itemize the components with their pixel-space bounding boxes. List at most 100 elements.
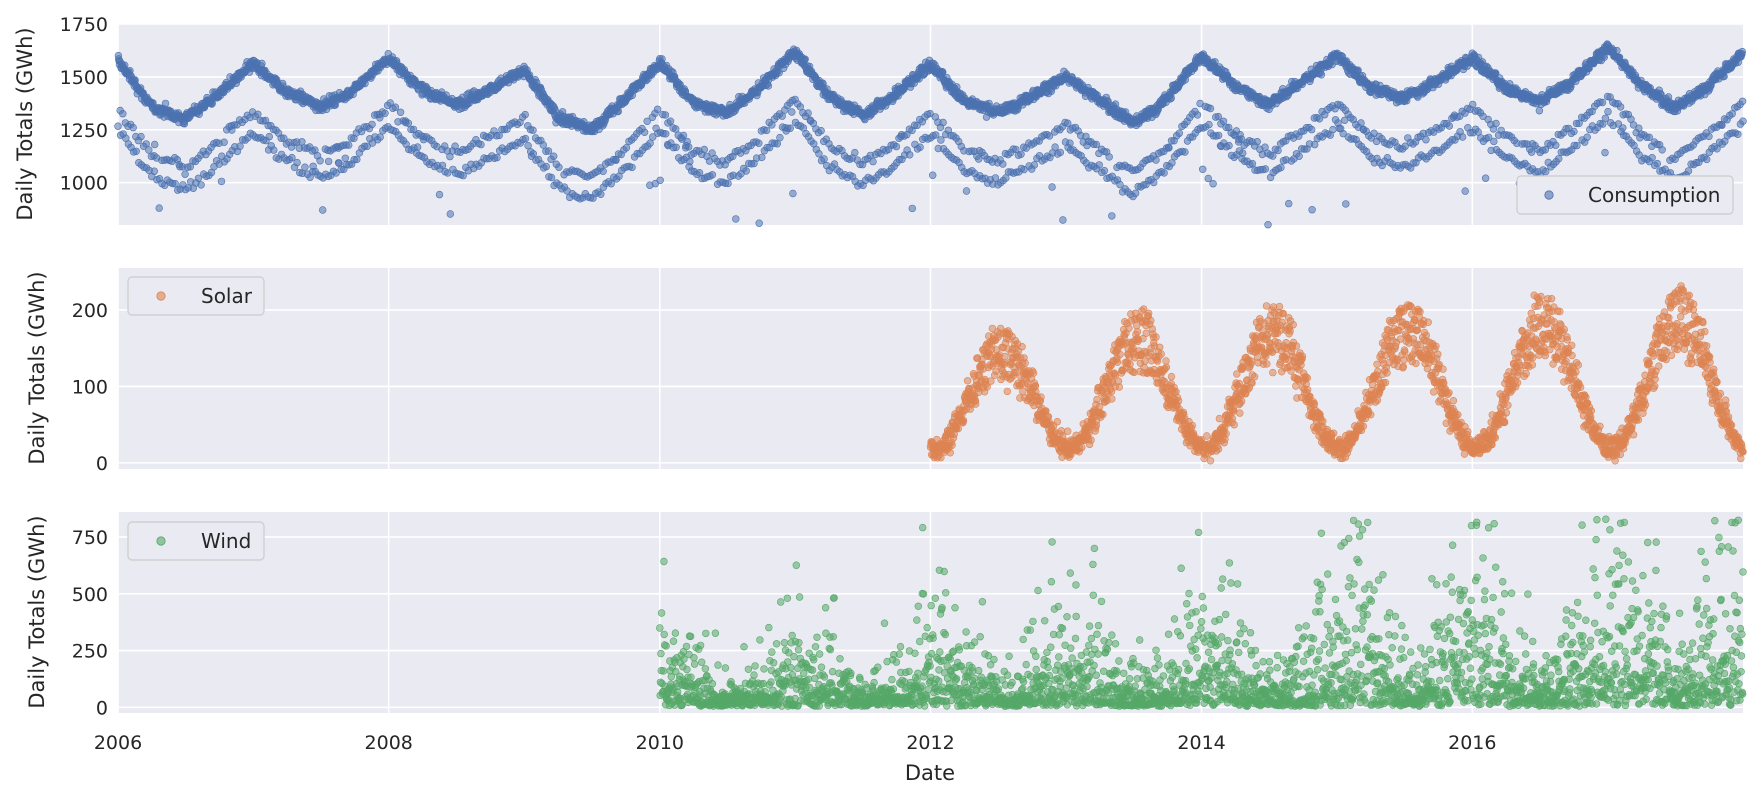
- data-point: [666, 117, 675, 125]
- data-point: [1059, 216, 1067, 224]
- data-point: [181, 170, 189, 178]
- data-point: [948, 441, 956, 449]
- y-tick-label-1000: 1000: [60, 173, 108, 195]
- data-point: [1108, 212, 1116, 220]
- data-point: [1317, 71, 1326, 79]
- data-point: [435, 190, 444, 199]
- data-point: [1307, 125, 1316, 134]
- data-point: [319, 206, 327, 214]
- data-point: [1048, 183, 1056, 191]
- data-point: [1214, 131, 1223, 140]
- data-point: [1248, 159, 1257, 168]
- data-point: [869, 157, 877, 166]
- data-point: [404, 119, 413, 127]
- data-point: [151, 140, 159, 149]
- data-point: [1099, 410, 1107, 419]
- data-point: [1718, 121, 1726, 130]
- y-tick-label-1250: 1250: [60, 120, 108, 142]
- data-point: [539, 141, 547, 149]
- data-point: [1003, 387, 1011, 396]
- data-point: [762, 126, 771, 135]
- data-point: [114, 122, 122, 130]
- data-point: [708, 171, 717, 179]
- data-point: [521, 110, 529, 119]
- data-point: [1017, 150, 1025, 159]
- data-point: [555, 163, 563, 171]
- data-point: [301, 163, 309, 171]
- data-point: [1277, 163, 1285, 172]
- data-point: [1573, 141, 1581, 150]
- data-point: [368, 120, 376, 129]
- data-point: [1734, 130, 1742, 139]
- data-point: [1037, 393, 1045, 401]
- data-point: [1739, 117, 1747, 125]
- data-point: [529, 150, 537, 158]
- data-point: [786, 124, 794, 132]
- data-point: [155, 204, 163, 212]
- data-point: [493, 153, 501, 162]
- y-tick-label-1750: 1750: [60, 14, 108, 36]
- data-point: [1167, 94, 1175, 103]
- data-point: [646, 139, 654, 147]
- data-point: [1021, 359, 1029, 367]
- data-point: [1087, 436, 1095, 444]
- data-point: [376, 133, 384, 141]
- data-point: [197, 181, 205, 189]
- data-point: [194, 174, 203, 183]
- data-point: [776, 133, 784, 142]
- data-point: [661, 130, 670, 138]
- data-point: [599, 167, 607, 176]
- data-point: [700, 145, 708, 154]
- data-point: [1598, 98, 1607, 107]
- data-point: [529, 126, 537, 134]
- data-point: [254, 110, 262, 119]
- data-point: [316, 157, 324, 165]
- data-point: [788, 108, 796, 116]
- data-point: [1551, 141, 1560, 149]
- data-point: [391, 103, 400, 111]
- data-point: [1648, 154, 1656, 162]
- data-point: [161, 99, 170, 108]
- data-point: [987, 377, 995, 385]
- data-point: [265, 132, 273, 141]
- data-point: [764, 82, 773, 90]
- data-point: [614, 107, 622, 116]
- data-point: [119, 109, 127, 118]
- data-point: [1001, 352, 1009, 361]
- data-point: [815, 150, 823, 158]
- data-point: [1238, 149, 1247, 157]
- data-point: [755, 219, 763, 227]
- data-point: [1113, 358, 1122, 366]
- data-point: [1570, 127, 1578, 136]
- data-point: [817, 126, 825, 135]
- data-point: [971, 400, 980, 408]
- data-point: [1490, 137, 1498, 146]
- data-point: [724, 179, 732, 188]
- data-point: [413, 143, 422, 151]
- data-point: [1535, 106, 1544, 115]
- data-point: [1738, 97, 1747, 106]
- data-point: [521, 134, 530, 143]
- data-point: [597, 190, 605, 199]
- data-point: [607, 180, 615, 188]
- data-point: [937, 136, 945, 144]
- data-point: [1705, 132, 1713, 141]
- data-point: [1168, 159, 1176, 167]
- data-point: [653, 105, 662, 114]
- data-point: [1481, 174, 1490, 182]
- data-point: [1653, 159, 1662, 168]
- data-point: [661, 111, 670, 119]
- data-point: [686, 157, 694, 166]
- data-point: [1205, 120, 1213, 129]
- data-point: [1613, 46, 1621, 55]
- data-point: [851, 148, 859, 157]
- data-point: [1458, 133, 1467, 141]
- data-point: [1206, 104, 1215, 113]
- data-point: [1100, 167, 1109, 175]
- data-point: [477, 140, 485, 149]
- data-point: [1053, 418, 1062, 426]
- data-point: [1175, 129, 1184, 137]
